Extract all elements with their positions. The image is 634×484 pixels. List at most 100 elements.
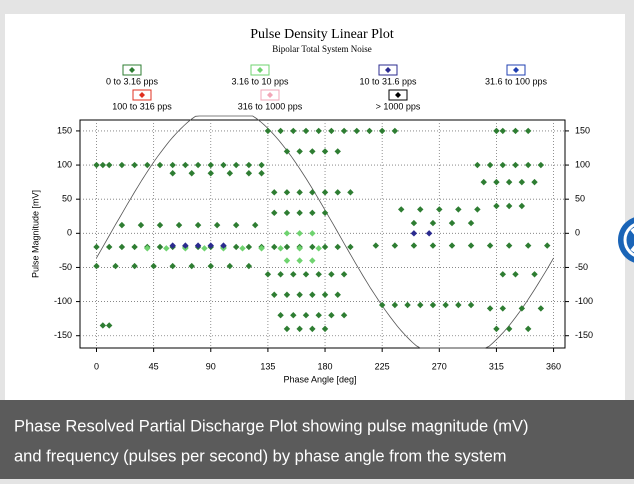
chart-title: Pulse Density Linear Plot	[250, 27, 394, 42]
data-point	[340, 312, 348, 319]
data-point	[347, 243, 354, 251]
data-point	[417, 206, 424, 213]
data-point	[315, 312, 322, 319]
data-point	[309, 209, 316, 217]
data-point	[283, 291, 291, 298]
next-button[interactable]	[618, 216, 634, 264]
data-point	[340, 271, 348, 278]
data-point	[188, 262, 195, 270]
y-tick-label: 150	[57, 125, 72, 135]
data-point	[442, 301, 449, 309]
data-point	[207, 161, 214, 169]
caption-line: and frequency (pulses per second) by pha…	[14, 447, 507, 465]
data-point	[486, 305, 494, 312]
data-point	[156, 243, 164, 251]
x-tick-label: 225	[375, 361, 390, 371]
data-point	[106, 243, 113, 251]
data-point	[220, 161, 227, 169]
data-point	[429, 301, 437, 309]
data-point	[474, 206, 481, 213]
data-point	[239, 245, 246, 252]
y2-tick-label: 50	[575, 194, 585, 204]
data-point	[531, 178, 538, 186]
data-point	[315, 245, 322, 252]
x-axis-label: Phase Angle [deg]	[283, 374, 356, 384]
data-point	[283, 243, 291, 251]
data-point	[277, 312, 284, 319]
data-point	[290, 271, 297, 278]
data-point	[118, 221, 126, 229]
data-point	[372, 242, 380, 249]
data-point	[425, 230, 433, 237]
data-point	[391, 301, 399, 309]
legend-label: 10 to 31.6 pps	[359, 76, 417, 86]
data-point	[321, 148, 329, 155]
data-point	[245, 170, 253, 177]
data-point	[353, 127, 360, 135]
legend-marker	[385, 67, 391, 73]
data-point	[302, 271, 310, 278]
data-point	[512, 127, 519, 135]
data-point	[524, 325, 532, 333]
legend-marker	[257, 67, 263, 73]
data-point	[321, 243, 329, 251]
data-point	[245, 262, 253, 270]
y2-tick-label: 150	[575, 125, 590, 135]
data-point	[207, 242, 214, 249]
data-point	[499, 271, 506, 278]
y2-tick-label: -150	[575, 330, 593, 340]
data-point	[296, 257, 303, 264]
data-point	[518, 178, 526, 186]
x-tick-label: 315	[489, 361, 504, 371]
data-point	[277, 245, 284, 252]
data-point	[302, 312, 310, 319]
data-point	[283, 325, 291, 333]
y-tick-label: -50	[59, 262, 72, 272]
data-point	[169, 161, 176, 169]
data-point	[493, 325, 500, 333]
data-point	[321, 291, 329, 298]
data-point	[258, 170, 265, 177]
data-point	[512, 161, 519, 169]
legend-label: > 1000 pps	[376, 101, 421, 111]
data-point	[309, 325, 316, 333]
data-point	[328, 271, 335, 278]
data-point	[106, 161, 113, 169]
data-point	[474, 161, 481, 169]
data-point	[131, 161, 138, 169]
data-point	[182, 242, 189, 249]
data-point	[398, 206, 405, 213]
legend-marker	[395, 92, 401, 98]
y2-tick-label: 0	[575, 228, 580, 238]
data-point	[505, 242, 513, 249]
data-point	[499, 161, 506, 169]
x-tick-label: 90	[206, 361, 216, 371]
data-point	[150, 262, 157, 270]
data-point	[252, 221, 259, 229]
data-point	[448, 242, 456, 249]
data-point	[309, 257, 316, 264]
data-point	[194, 221, 202, 229]
data-point	[493, 202, 500, 210]
data-point	[175, 221, 183, 229]
data-point	[169, 170, 176, 177]
data-point	[283, 257, 291, 264]
y2-tick-label: -50	[575, 262, 588, 272]
data-point	[245, 161, 253, 169]
data-point	[524, 127, 532, 135]
data-point	[467, 219, 475, 227]
data-point	[264, 127, 272, 135]
data-point	[505, 325, 513, 333]
data-point	[334, 148, 341, 155]
data-point	[467, 242, 475, 249]
data-point	[283, 189, 291, 196]
data-point	[283, 230, 291, 237]
data-point	[366, 127, 373, 135]
data-point	[340, 127, 348, 135]
y-tick-label: -150	[54, 330, 72, 340]
data-point	[347, 189, 354, 196]
data-point	[99, 322, 107, 329]
data-point	[309, 291, 316, 298]
data-point	[296, 189, 303, 196]
